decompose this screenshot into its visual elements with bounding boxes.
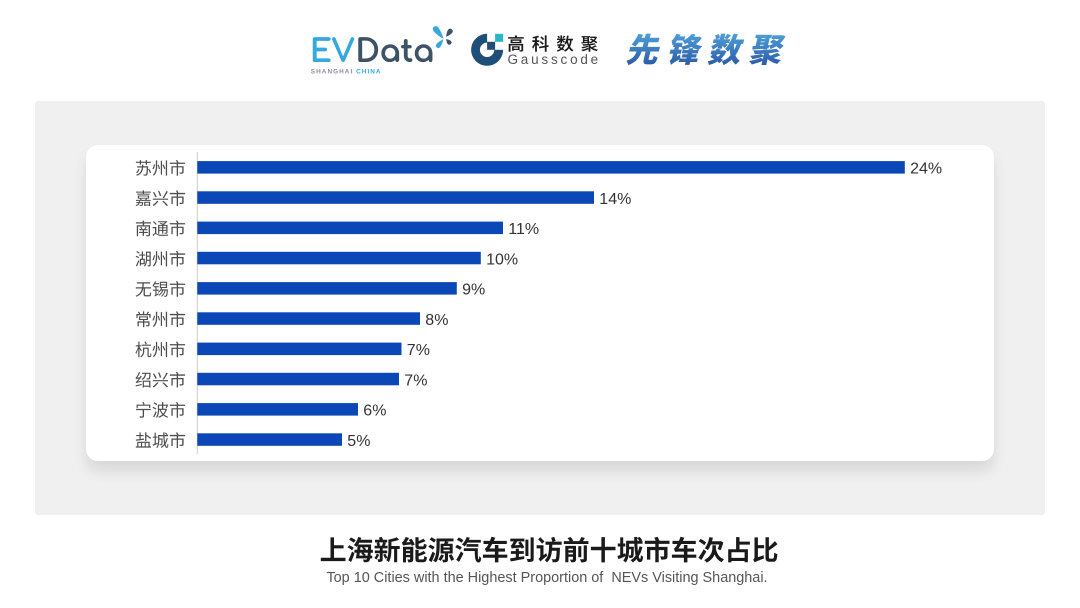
svg-text:7%: 7%	[404, 372, 427, 389]
svg-text:6%: 6%	[363, 403, 386, 420]
svg-text:14%: 14%	[599, 191, 631, 208]
svg-text:24%: 24%	[910, 161, 942, 178]
svg-text:9%: 9%	[462, 282, 485, 299]
svg-text:Gausscode: Gausscode	[508, 52, 602, 67]
svg-text:8%: 8%	[425, 312, 448, 329]
svg-text:5%: 5%	[347, 433, 370, 450]
svg-text:Top 10 Cities with the Highest: Top 10 Cities with the Highest Proportio…	[326, 570, 767, 586]
svg-text:SHANGHAI CHINA: SHANGHAI CHINA	[311, 69, 382, 76]
svg-text:11%: 11%	[508, 221, 539, 238]
svg-text:7%: 7%	[407, 342, 430, 359]
svg-text:10%: 10%	[486, 251, 518, 268]
